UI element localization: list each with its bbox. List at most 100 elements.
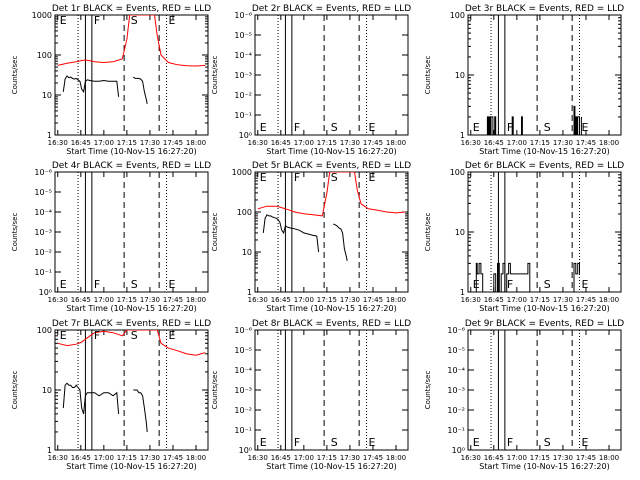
x-tick-label: 17:30 <box>553 296 573 304</box>
x-tick-label: 18:00 <box>386 296 406 304</box>
y-axis-label: Counts/sec <box>424 371 432 410</box>
marker-e: E <box>169 329 176 342</box>
marker-e: E <box>369 171 376 184</box>
series-events <box>475 262 580 292</box>
x-tick-label: 17:30 <box>340 454 360 462</box>
marker-e: E <box>169 14 176 27</box>
y-tick-label: 10⁻⁶ <box>234 326 252 335</box>
marker-e: E <box>369 436 376 449</box>
marker-f: F <box>94 329 100 342</box>
y-axis-label: Counts/sec <box>11 371 19 410</box>
y-tick-label: 1 <box>47 446 52 455</box>
x-tick-label: 17:45 <box>163 296 183 304</box>
panel-title: Det 5r BLACK = Events, RED = LLD <box>252 161 411 171</box>
y-tick-label: 10⁻¹ <box>447 426 465 435</box>
x-tick-label: 18:00 <box>386 454 406 462</box>
y-tick-label: 100 <box>450 168 465 177</box>
y-tick-label: 10⁻¹ <box>234 111 252 120</box>
series-lld <box>257 172 406 217</box>
y-tick-label: 10⁻⁶ <box>447 326 465 335</box>
panel-det-8: Det 8r BLACK = Events, RED = LLD Counts/s… <box>211 319 411 471</box>
marker-e: E <box>473 121 480 134</box>
y-tick-label: 10⁻² <box>234 91 252 100</box>
marker-f: F <box>507 121 513 134</box>
x-tick-label: 17:00 <box>294 454 314 462</box>
marker-e: E <box>473 278 480 291</box>
x-tick-label: 16:45 <box>271 296 291 304</box>
y-tick-label: 10⁻² <box>447 406 465 415</box>
y-tick-label: 1 <box>247 288 252 297</box>
y-tick-label: 10 <box>242 248 252 257</box>
x-tick-label: 17:15 <box>117 296 137 304</box>
x-tick-label: 17:45 <box>163 454 183 462</box>
y-tick-label: 10 <box>455 71 465 80</box>
x-tick-label: 17:45 <box>576 296 596 304</box>
y-tick-label: 10⁻⁴ <box>234 366 252 375</box>
x-tick-label: 17:00 <box>294 296 314 304</box>
marker-e: E <box>169 278 176 291</box>
x-tick-label: 16:45 <box>484 139 504 147</box>
y-tick-label: 100 <box>237 208 252 217</box>
marker-e: E <box>582 436 589 449</box>
y-tick-label: 10⁻⁴ <box>34 208 52 217</box>
marker-e: E <box>60 14 67 27</box>
panel-det-4: Det 4r BLACK = Events, RED = LLD Counts/s… <box>11 161 211 313</box>
y-tick-label: 10⁻⁴ <box>447 366 465 375</box>
x-tick-label: 17:45 <box>163 139 183 147</box>
marker-s: S <box>131 14 138 27</box>
x-tick-label: 17:15 <box>530 454 550 462</box>
x-tick-label: 16:45 <box>271 454 291 462</box>
panel-title: Det 4r BLACK = Events, RED = LLD <box>52 161 211 171</box>
y-tick-label: 10 <box>42 91 52 100</box>
marker-e: E <box>582 121 589 134</box>
x-tick-label: 17:45 <box>576 454 596 462</box>
x-tick-label: 16:30 <box>248 296 268 304</box>
y-tick-label: 10⁻¹ <box>234 426 252 435</box>
y-tick-label: 10⁻⁶ <box>34 168 52 177</box>
series-lld <box>57 330 206 356</box>
x-tick-label: 17:45 <box>363 454 383 462</box>
marker-e: E <box>260 121 267 134</box>
marker-s: S <box>331 171 338 184</box>
x-tick-label: 17:15 <box>317 454 337 462</box>
y-tick-label: 10⁻³ <box>34 228 52 237</box>
marker-f: F <box>94 14 100 27</box>
marker-e: E <box>369 121 376 134</box>
x-tick-label: 18:00 <box>599 454 619 462</box>
panel-det-7: Det 7r BLACK = Events, RED = LLD Counts/s… <box>11 319 211 471</box>
x-tick-label: 16:30 <box>48 139 68 147</box>
x-tick-label: 16:45 <box>71 296 91 304</box>
x-tick-label: 16:45 <box>71 139 91 147</box>
marker-f: F <box>294 436 300 449</box>
x-tick-label: 16:30 <box>48 296 68 304</box>
y-axis-label: Counts/sec <box>211 56 219 95</box>
x-axis-label: Start Time (10-Nov-15 16:27:20) <box>479 304 609 313</box>
x-tick-label: 17:30 <box>140 296 160 304</box>
x-tick-label: 17:00 <box>294 139 314 147</box>
x-tick-label: 17:15 <box>317 139 337 147</box>
x-tick-label: 17:30 <box>340 139 360 147</box>
x-axis-label: Start Time (10-Nov-15 16:27:20) <box>266 147 396 156</box>
x-tick-label: 17:15 <box>530 139 550 147</box>
y-tick-label: 10⁻² <box>34 248 52 257</box>
x-tick-label: 17:45 <box>363 139 383 147</box>
marker-s: S <box>331 436 338 449</box>
panel-title: Det 1r BLACK = Events, RED = LLD <box>52 4 211 14</box>
x-tick-label: 17:15 <box>530 296 550 304</box>
marker-s: S <box>131 329 138 342</box>
y-tick-label: 100 <box>37 51 52 60</box>
x-tick-label: 16:45 <box>484 296 504 304</box>
x-tick-label: 17:00 <box>94 296 114 304</box>
y-tick-label: 10⁻³ <box>447 386 465 395</box>
x-axis-label: Start Time (10-Nov-15 16:27:20) <box>266 462 396 471</box>
marker-e: E <box>260 171 267 184</box>
y-axis-label: Counts/sec <box>211 213 219 252</box>
panel-title: Det 7r BLACK = Events, RED = LLD <box>52 319 211 329</box>
y-axis-label: Counts/sec <box>11 213 19 252</box>
y-tick-label: 10⁻⁵ <box>234 31 252 40</box>
x-tick-label: 16:45 <box>484 454 504 462</box>
marker-s: S <box>131 278 138 291</box>
y-tick-label: 10⁰ <box>452 446 465 455</box>
y-tick-label: 1 <box>460 288 465 297</box>
